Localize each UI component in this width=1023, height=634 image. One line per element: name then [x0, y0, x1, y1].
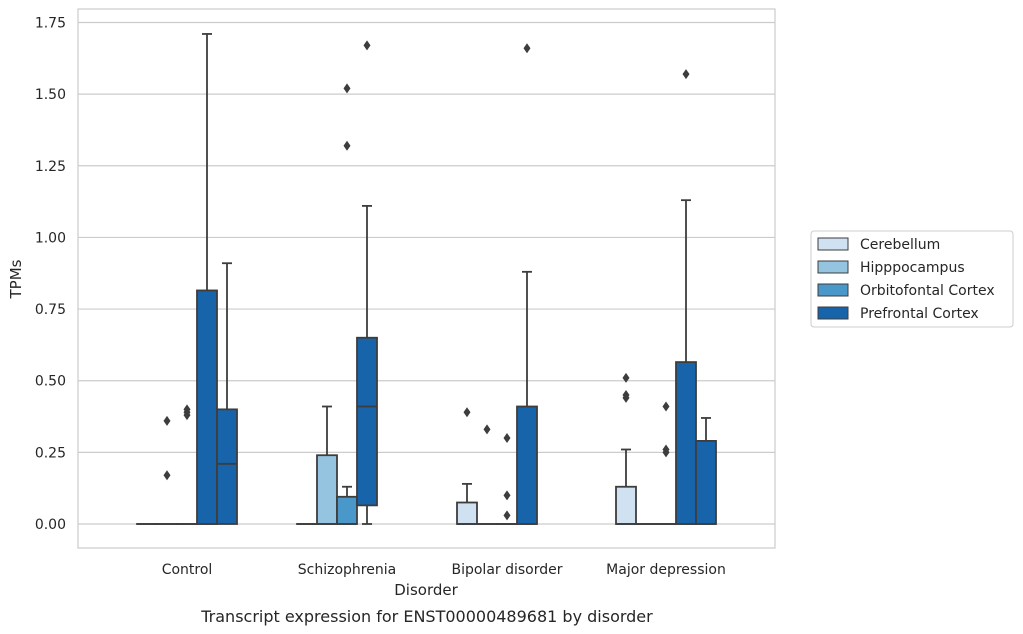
y-tick-label: 1.25: [35, 159, 66, 175]
outlier-point: [662, 444, 670, 455]
box-body: [216, 408, 238, 525]
box-body: [675, 361, 697, 525]
box-cerebellum-2: [456, 407, 478, 525]
plot-frame: [77, 8, 776, 549]
box-body: [196, 289, 218, 525]
outlier-point: [343, 83, 351, 94]
outlier-point: [503, 510, 511, 521]
y-tick-label: 1.50: [35, 87, 66, 103]
box-extra-3: [695, 417, 717, 525]
y-tick-label: 0.00: [35, 517, 66, 533]
legend-label: Cerebellum: [860, 237, 940, 253]
y-tick-label: 1.00: [35, 230, 66, 246]
x-axis-label: Disorder: [394, 581, 458, 599]
box-hipppocampus-0: [156, 415, 178, 525]
box-body: [336, 495, 358, 525]
outlier-point: [163, 415, 171, 426]
y-axis-label: TPMs: [7, 259, 25, 299]
outlier-point: [483, 424, 491, 435]
box-hipppocampus-1: [316, 405, 338, 525]
outlier-point: [622, 372, 630, 383]
box-orbitofontal-cortex-3: [655, 401, 677, 525]
box-body: [356, 336, 378, 507]
legend: Cerebellum Hipppocampus Orbitofontal Corte…: [810, 230, 1014, 328]
outlier-point: [662, 401, 670, 412]
box-body: [695, 439, 717, 525]
outlier-point: [503, 490, 511, 501]
box-hipppocampus-2: [476, 424, 498, 525]
box-orbitofontal-cortex-1: [336, 83, 358, 525]
box-body: [615, 485, 637, 525]
x-tick-label: Schizophrenia: [298, 562, 396, 578]
y-tick-label: 0.25: [35, 445, 66, 461]
box-orbitofontal-cortex-0: [176, 404, 198, 525]
box-body: [516, 405, 538, 525]
y-tick-label: 1.75: [35, 16, 66, 32]
legend-swatch: [817, 283, 849, 297]
box-body: [316, 454, 338, 525]
outlier-point: [363, 40, 371, 51]
legend-swatch: [817, 260, 849, 274]
box-prefrontal-cortex-0: [196, 33, 218, 525]
outlier-point: [343, 140, 351, 151]
outlier-point: [503, 433, 511, 444]
x-tick-label: Bipolar disorder: [451, 562, 562, 578]
outlier-point: [163, 470, 171, 481]
box-prefrontal-cortex-1: [356, 40, 378, 525]
legend-frame: [810, 230, 1014, 328]
legend-label: Hipppocampus: [860, 260, 965, 276]
x-axis-ticks: Control Schizophrenia Bipolar disorder Majo…: [162, 562, 726, 578]
box-orbitofontal-cortex-2: [496, 433, 518, 525]
outlier-point: [183, 404, 191, 415]
x-tick-label: Major depression: [606, 562, 726, 578]
legend-swatch: [817, 237, 849, 251]
grid-lines: [78, 21, 775, 525]
y-axis-ticks: 0.00 0.25 0.50 0.75 1.00 1.25 1.50 1.75: [35, 16, 66, 534]
outlier-point: [682, 69, 690, 80]
x-tick-label: Control: [162, 562, 213, 578]
outlier-point: [463, 407, 471, 418]
box-prefrontal-cortex-2: [516, 43, 538, 525]
legend-label: Prefrontal Cortex: [860, 306, 979, 322]
outlier-point: [523, 43, 531, 54]
legend-label: Orbitofontal Cortex: [860, 283, 995, 299]
box-extra-0: [216, 262, 238, 525]
y-tick-label: 0.50: [35, 374, 66, 390]
legend-swatch: [817, 306, 849, 320]
box-body: [456, 501, 478, 525]
outlier-point: [622, 390, 630, 401]
box-elements: [136, 33, 717, 525]
y-tick-label: 0.75: [35, 302, 66, 318]
box-cerebellum-3: [615, 372, 637, 525]
chart-caption: Transcript expression for ENST0000048968…: [200, 607, 653, 626]
box-prefrontal-cortex-3: [675, 69, 697, 525]
